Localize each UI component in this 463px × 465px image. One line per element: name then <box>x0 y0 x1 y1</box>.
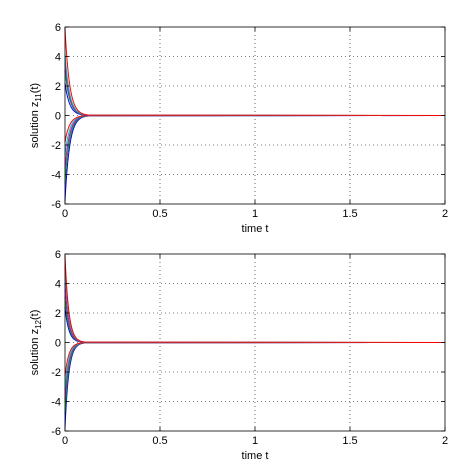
series-line <box>64 28 446 116</box>
series-line <box>64 342 446 429</box>
series-line <box>64 69 446 116</box>
series-line <box>64 342 446 377</box>
y-tick-label: -6 <box>51 199 61 211</box>
y-tick-label: 4 <box>55 52 61 64</box>
y-tick-label: 0 <box>55 111 61 123</box>
y-tick-label: 2 <box>55 308 61 320</box>
y-tick-label: -6 <box>51 426 61 438</box>
x-tick-label: 1 <box>252 435 258 447</box>
x-tick-label: 2 <box>442 208 448 220</box>
y-tick-label: -4 <box>51 170 61 182</box>
series-line <box>64 53 446 116</box>
y-tick-label: 4 <box>55 279 61 291</box>
x-tick-label: 0 <box>62 435 68 447</box>
y-tick-label: 6 <box>55 22 61 34</box>
series-line <box>64 115 446 202</box>
y-axis-label: solution z12(t) <box>29 310 43 376</box>
x-tick-label: 0.5 <box>152 435 167 447</box>
x-tick-label: 1.5 <box>342 435 357 447</box>
x-axis-label: time t <box>242 450 269 462</box>
x-tick-label: 2 <box>442 435 448 447</box>
series-line <box>64 342 446 401</box>
x-tick-label: 1.5 <box>342 208 357 220</box>
y-tick-label: -2 <box>51 140 61 152</box>
x-axis-label: time t <box>242 223 269 235</box>
series-line <box>64 115 446 184</box>
chart-z11: 0 0.5 1 1.5 2 -6 -4 -2 0 2 4 6 time t solution z11(t) <box>29 22 448 235</box>
y-tick-label: -4 <box>51 397 61 409</box>
y-tick-label: 2 <box>55 81 61 93</box>
series-line <box>64 255 446 343</box>
series-line <box>64 296 446 343</box>
y-tick-label: 6 <box>55 249 61 261</box>
chart-z12: 0 0.5 1 1.5 2 -6 -4 -2 0 2 4 6 time t solution z12(t) <box>29 249 448 462</box>
x-tick-label: 0 <box>62 208 68 220</box>
y-axis-label: solution z11(t) <box>29 83 43 148</box>
y-tick-label: 0 <box>55 338 61 350</box>
series-line <box>64 307 446 343</box>
y-tick-label: -2 <box>51 367 61 379</box>
x-tick-label: 0.5 <box>152 208 167 220</box>
x-tick-label: 1 <box>252 208 258 220</box>
series-line <box>64 115 446 143</box>
